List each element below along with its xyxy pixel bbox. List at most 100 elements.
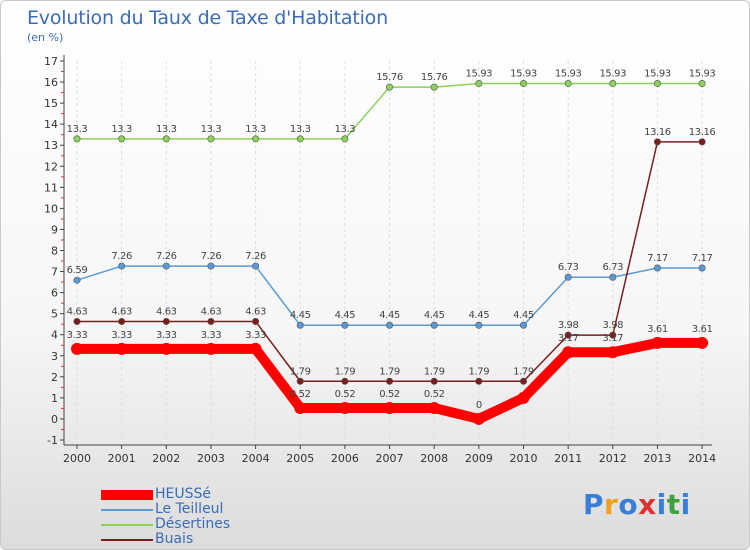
data-label: 4.63 bbox=[67, 306, 88, 317]
data-point bbox=[698, 138, 706, 146]
data-label: 4.45 bbox=[290, 310, 311, 321]
data-point bbox=[160, 342, 173, 355]
data-label: 4.63 bbox=[111, 306, 132, 317]
data-point bbox=[698, 264, 706, 272]
data-point bbox=[696, 336, 709, 349]
data-label: 13.3 bbox=[67, 124, 88, 135]
data-point bbox=[71, 342, 83, 355]
proxiti-logo: Proxiti bbox=[583, 488, 691, 521]
data-label: 4.45 bbox=[469, 310, 490, 321]
x-tick-label: 2012 bbox=[599, 452, 627, 465]
data-point bbox=[564, 331, 572, 339]
data-label: 1.79 bbox=[335, 366, 356, 377]
data-label: 4.45 bbox=[424, 310, 445, 321]
data-point bbox=[651, 336, 664, 349]
series-3 bbox=[73, 138, 706, 385]
data-point bbox=[252, 262, 260, 270]
data-point bbox=[386, 321, 394, 329]
data-point bbox=[475, 377, 483, 385]
data-label: 1.79 bbox=[513, 366, 534, 377]
y-tick-label: 11 bbox=[44, 181, 58, 194]
data-point bbox=[383, 401, 396, 414]
x-tick-label: 2006 bbox=[331, 452, 359, 465]
data-point bbox=[296, 377, 304, 385]
data-point bbox=[296, 135, 304, 143]
data-point bbox=[249, 342, 262, 355]
legend-item: Buais bbox=[101, 532, 230, 547]
data-label: 7.17 bbox=[647, 253, 668, 264]
data-label: 13.3 bbox=[335, 124, 356, 135]
data-point bbox=[204, 342, 217, 355]
data-label: 4.45 bbox=[513, 310, 534, 321]
data-label: 3.61 bbox=[647, 324, 668, 335]
data-point bbox=[115, 342, 128, 355]
logo-letter: i bbox=[656, 488, 667, 521]
x-tick-label: 2004 bbox=[242, 452, 270, 465]
data-label: 3.33 bbox=[245, 330, 266, 341]
y-tick-label: 2 bbox=[51, 371, 58, 384]
data-point bbox=[341, 377, 349, 385]
y-tick-label: 8 bbox=[51, 245, 58, 258]
data-point bbox=[73, 135, 81, 143]
data-point bbox=[252, 317, 260, 325]
x-tick-label: 2011 bbox=[554, 452, 582, 465]
y-tick-label: 1 bbox=[51, 392, 58, 405]
logo-letter: i bbox=[680, 488, 691, 521]
data-point bbox=[252, 135, 260, 143]
data-label: 15.93 bbox=[599, 69, 626, 80]
chart-subtitle: (en %) bbox=[27, 31, 64, 44]
data-point bbox=[386, 83, 394, 91]
data-label: 1.79 bbox=[290, 366, 311, 377]
y-tick-label: 15 bbox=[44, 97, 58, 110]
data-point bbox=[118, 135, 126, 143]
y-tick-label: 13 bbox=[44, 139, 58, 152]
data-point bbox=[118, 262, 126, 270]
data-label: 6.73 bbox=[558, 262, 579, 273]
series-2 bbox=[73, 80, 706, 143]
chart-title: Evolution du Taux de Taxe d'Habitation bbox=[27, 7, 388, 29]
data-point bbox=[207, 262, 215, 270]
data-point bbox=[609, 273, 617, 281]
data-point bbox=[207, 135, 215, 143]
data-label: 0.52 bbox=[379, 389, 400, 400]
x-tick-label: 2009 bbox=[465, 452, 493, 465]
series-0 bbox=[71, 336, 709, 425]
data-label: 13.16 bbox=[689, 127, 716, 138]
data-point bbox=[564, 80, 572, 88]
legend-label: Le Teilleul bbox=[155, 501, 224, 517]
logo-letter: o bbox=[618, 488, 639, 521]
data-point bbox=[698, 80, 706, 88]
series-1 bbox=[73, 262, 706, 329]
y-tick-label: 4 bbox=[51, 329, 58, 342]
logo-letter: r bbox=[604, 488, 619, 521]
data-point bbox=[606, 346, 619, 359]
data-point bbox=[207, 317, 215, 325]
data-label: 15.76 bbox=[376, 72, 403, 83]
data-label: 7.26 bbox=[111, 251, 132, 262]
data-label: 1.79 bbox=[469, 366, 490, 377]
x-tick-label: 2001 bbox=[108, 452, 136, 465]
data-label: 0.52 bbox=[290, 389, 311, 400]
data-label: 1.79 bbox=[379, 366, 400, 377]
x-tick-label: 2000 bbox=[63, 452, 91, 465]
y-tick-label: 3 bbox=[51, 350, 58, 363]
x-tick-label: 2007 bbox=[376, 452, 404, 465]
data-point bbox=[430, 321, 438, 329]
data-label: 3.17 bbox=[558, 333, 579, 344]
data-point bbox=[519, 321, 527, 329]
y-tick-label: 17 bbox=[44, 55, 58, 68]
data-label: 13.3 bbox=[290, 124, 311, 135]
data-point bbox=[653, 80, 661, 88]
x-tick-label: 2002 bbox=[152, 452, 180, 465]
data-label: 3.33 bbox=[111, 330, 132, 341]
data-point bbox=[609, 80, 617, 88]
y-tick-label: 12 bbox=[44, 160, 58, 173]
data-label: 13.16 bbox=[644, 127, 671, 138]
data-label: 4.63 bbox=[201, 306, 222, 317]
x-tick-label: 2014 bbox=[688, 452, 716, 465]
x-tick-label: 2005 bbox=[286, 452, 314, 465]
data-label: 3.33 bbox=[156, 330, 177, 341]
data-point bbox=[475, 80, 483, 88]
